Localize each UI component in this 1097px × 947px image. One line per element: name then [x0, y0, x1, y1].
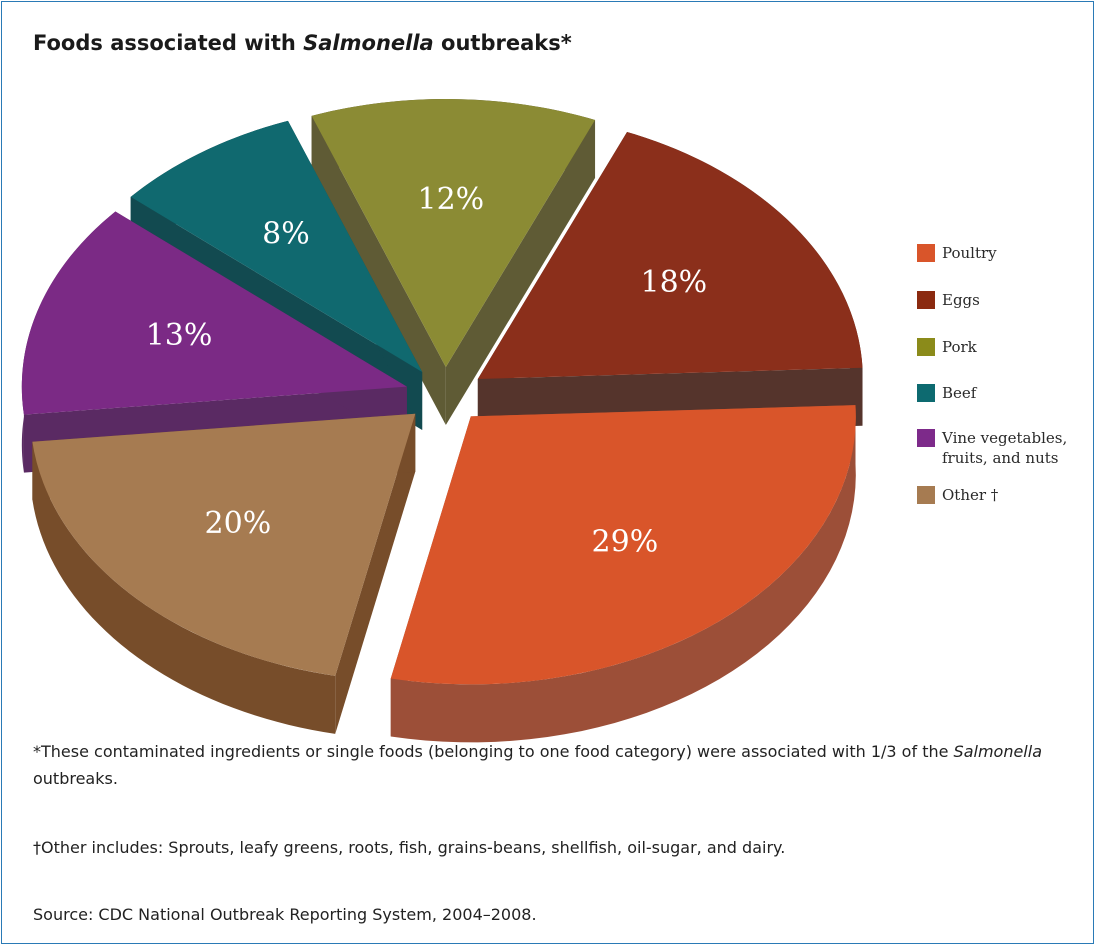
pie-side-poultry [390, 405, 856, 743]
legend-swatch-other [917, 486, 935, 504]
legend-swatch-poultry [917, 244, 935, 262]
pie-wall-pork-0 [311, 115, 446, 426]
source-note: Source: CDC National Outbreak Reporting … [33, 905, 537, 924]
legend-swatch-pork [917, 338, 935, 356]
footnote-asterisk-prefix: *These contaminated ingredients or singl… [33, 742, 954, 761]
legend-label-vine: Vine vegetables, fruits, and nuts [942, 429, 1068, 467]
pie-top-pork [311, 99, 596, 368]
pie-slice-pork: 12% [311, 99, 596, 426]
legend-swatch-beef [917, 384, 935, 402]
slice-label-eggs: 18% [641, 265, 708, 300]
legend-item-other: Other † [917, 485, 1092, 505]
title-italic: Salmonella [303, 31, 434, 55]
pie-side-other [32, 441, 336, 734]
pie-wall-pork-1 [445, 119, 596, 426]
footnote-asterisk-italic: Salmonella [953, 742, 1042, 761]
legend-item-beef: Beef [917, 383, 1092, 403]
legend-label-poultry: Poultry [942, 244, 997, 262]
pie-top-poultry [390, 405, 856, 685]
chart-title: Foods associated with Salmonella outbrea… [33, 31, 572, 55]
pie-top-vine-vegetables-fruits-and-nuts [21, 211, 407, 415]
legend-item-poultry: Poultry [917, 243, 1092, 263]
title-prefix: Foods associated with [33, 31, 304, 55]
slice-label-other: 20% [205, 506, 272, 541]
pie-wall-other-0 [335, 413, 416, 734]
legend-item-vine: Vine vegetables, fruits, and nuts [917, 428, 1092, 468]
pie-top-other [32, 413, 416, 676]
legend-swatch-eggs [917, 291, 935, 309]
pie-top-beef [130, 120, 423, 373]
pie-slice-poultry: 29% [390, 405, 856, 743]
slice-label-beef: 8% [262, 217, 310, 252]
legend-label-other: Other † [942, 486, 999, 504]
title-suffix: outbreaks* [433, 31, 572, 55]
legend-label-pork: Pork [942, 338, 977, 356]
legend-item-eggs: Eggs [917, 290, 1092, 310]
legend-item-pork: Pork [917, 337, 1092, 357]
footnote-asterisk: *These contaminated ingredients or singl… [33, 738, 1073, 792]
pie-top-eggs [477, 131, 863, 380]
slice-label-vine-vegetables-fruits-and-nuts: 13% [146, 318, 213, 353]
footnote-dagger: †Other includes: Sprouts, leafy greens, … [33, 838, 786, 857]
legend-swatch-vine [917, 429, 935, 447]
slice-label-pork: 12% [417, 182, 484, 217]
slice-label-poultry: 29% [592, 524, 659, 559]
pie-slice-other: 20% [32, 413, 416, 734]
footnote-asterisk-suffix: outbreaks. [33, 769, 118, 788]
legend-label-eggs: Eggs [942, 291, 980, 309]
legend-label-beef: Beef [942, 384, 977, 402]
